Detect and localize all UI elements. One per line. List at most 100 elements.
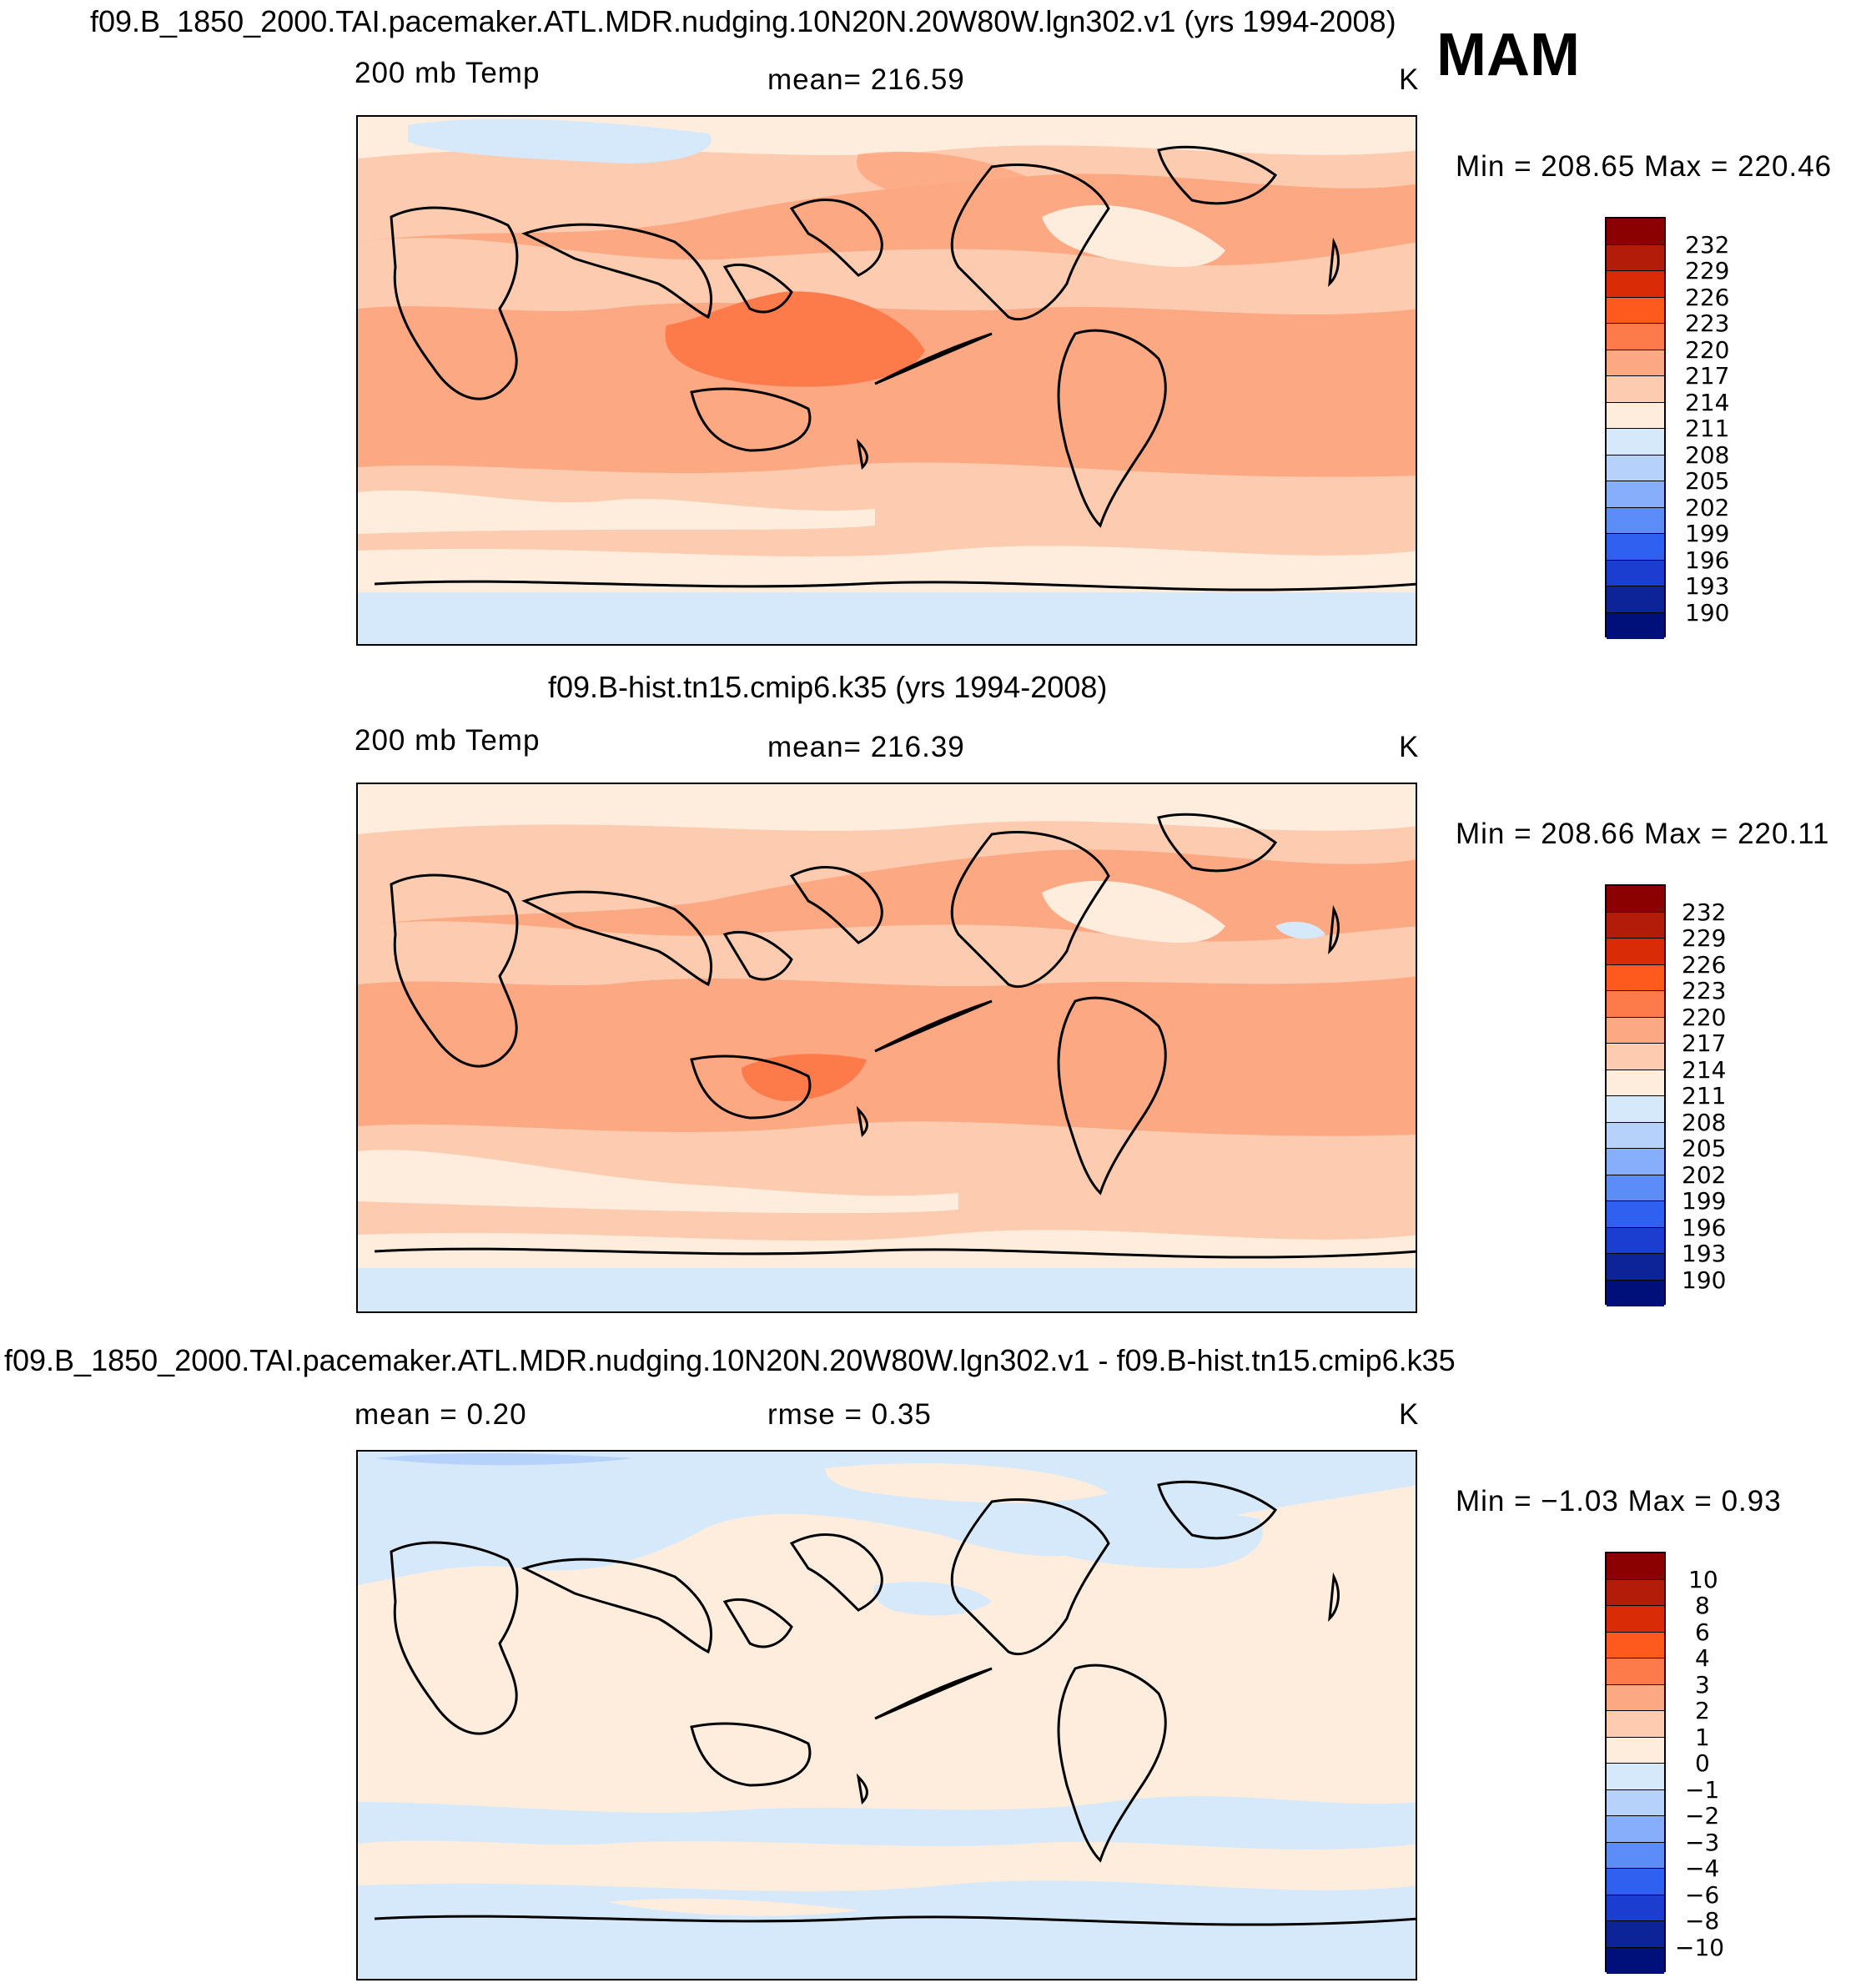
colorbar-tick-label: 199 [1685, 520, 1730, 547]
colorbar-tick-label: 220 [1685, 336, 1730, 364]
panel-1-band-antarctic [358, 592, 1416, 644]
panel-3-colorbar-box [1607, 1816, 1664, 1843]
panel-1-band-smid [358, 490, 875, 534]
panel-2-coastlines [374, 813, 1416, 1259]
panel-1-colorbar-box [1607, 297, 1664, 324]
panel-1-band-ssub [358, 462, 1416, 559]
panel-3-colorbar-box [1607, 1579, 1664, 1606]
colorbar-tick-label: 226 [1685, 284, 1730, 311]
panel-1-title: f09.B_1850_2000.TAI.pacemaker.ATL.MDR.nu… [90, 4, 1396, 38]
panel-3-colorbar-box [1607, 1921, 1664, 1948]
colorbar-tick-label: 223 [1682, 977, 1727, 1004]
colorbar-tick-label: −1 [1685, 1776, 1720, 1804]
panel-2-band-arctic [358, 784, 1416, 834]
panel-2-minmax-label: Min = 208.66 Max = 220.11 [1456, 818, 1830, 850]
panel-1-colorbar-box [1607, 244, 1664, 271]
panel-3-map [356, 1450, 1417, 1980]
panel-1-colorbar-box [1607, 612, 1664, 639]
colorbar-tick-label: 214 [1682, 1056, 1727, 1084]
panel-2-colorbar-box [1607, 991, 1664, 1018]
colorbar-tick-label: −3 [1685, 1829, 1720, 1856]
panel-3-colorbar-box [1607, 1764, 1664, 1790]
panel-1-colorbar-box [1607, 507, 1664, 534]
panel-2-colorbar-box [1607, 1149, 1664, 1175]
panel-2-colorbar-box [1607, 1227, 1664, 1254]
panel-2-units-label: K [1399, 731, 1420, 763]
colorbar-tick-label: 208 [1682, 1109, 1727, 1136]
colorbar-tick-label: 232 [1682, 898, 1727, 926]
colorbar-tick-label: 202 [1685, 494, 1730, 521]
panel-1-arctic-cold-patch [408, 118, 712, 164]
colorbar-tick-label: 205 [1682, 1135, 1727, 1162]
panel-2-band-antarctic [358, 1268, 1416, 1311]
colorbar-tick-label: −4 [1685, 1855, 1720, 1882]
panel-1-colorbar-box [1607, 402, 1664, 429]
colorbar-tick-label: 211 [1685, 415, 1730, 442]
colorbar-tick-label: 196 [1682, 1214, 1727, 1241]
colorbar-tick-label: 229 [1682, 924, 1727, 952]
panel-2-colorbar-box [1607, 1201, 1664, 1228]
panel-2-colorbar-box [1607, 886, 1664, 913]
panel-3-warm-south-patch [608, 1898, 858, 1916]
panel-3-coastlines [374, 1480, 1416, 1926]
colorbar-tick-label: 1 [1695, 1724, 1710, 1751]
panel-1-indian-warm [857, 151, 1042, 204]
panel-1-minmax-label: Min = 208.65 Max = 220.46 [1456, 150, 1833, 183]
panel-1-colorbar-box [1607, 560, 1664, 586]
panel-1-warm-pool [665, 291, 925, 387]
colorbar-tick-label: 205 [1685, 467, 1730, 495]
panel-3-warm-arctic-patch [825, 1463, 1109, 1503]
colorbar-tick-label: 196 [1685, 546, 1730, 574]
panel-3-colorbar-box [1607, 1842, 1664, 1869]
panel-2-band-ssub [358, 1121, 1416, 1243]
colorbar-tick-label: 199 [1682, 1187, 1727, 1215]
panel-2-warm-patch [742, 1054, 867, 1101]
panel-3-colorbar-box [1607, 1606, 1664, 1633]
colorbar-tick-label: 208 [1685, 441, 1730, 469]
panel-2-band-nmid [358, 921, 1416, 987]
panel-2-colorbar-box [1607, 1096, 1664, 1123]
colorbar-tick-label: −2 [1685, 1802, 1720, 1829]
panel-1-colorbar-box [1607, 455, 1664, 481]
season-label: MAM [1436, 22, 1580, 88]
panel-1-map [356, 115, 1417, 646]
panel-1-colorbar-box [1607, 429, 1664, 455]
colorbar-tick-label: 214 [1685, 389, 1730, 416]
panel-3-colorbar-box [1607, 1711, 1664, 1738]
panel-3-cold-south-band [358, 1795, 1416, 1850]
panel-3-colorbar-box [1607, 1869, 1664, 1895]
panel-3-title: f09.B_1850_2000.TAI.pacemaker.ATL.MDR.nu… [4, 1343, 1456, 1377]
panel-3-colorbar-box [1607, 1895, 1664, 1921]
colorbar-tick-label: 3 [1695, 1671, 1710, 1699]
colorbar-tick-label: 0 [1695, 1749, 1710, 1777]
panel-2-colorbar-box [1607, 1070, 1664, 1096]
colorbar-tick-label: 229 [1685, 257, 1730, 284]
colorbar-tick-label: 217 [1682, 1029, 1727, 1057]
colorbar-tick-label: 6 [1695, 1618, 1710, 1646]
panel-2-band-south [358, 1230, 1416, 1276]
colorbar-tick-label: 193 [1682, 1240, 1727, 1267]
panel-2-colorbar-box [1607, 1044, 1664, 1070]
panel-1-mean-label: mean= 216.59 [767, 63, 965, 96]
panel-3-colorbar [1605, 1552, 1666, 1974]
panel-2-colorbar-box [1607, 964, 1664, 991]
panel-3-colorbar-box [1607, 1684, 1664, 1711]
panel-3-units-label: K [1399, 1398, 1420, 1431]
panel-1-colorbar-box [1607, 586, 1664, 613]
colorbar-tick-label: 10 [1688, 1566, 1718, 1593]
colorbar-tick-label: −8 [1685, 1907, 1720, 1935]
colorbar-tick-label: 202 [1682, 1161, 1727, 1189]
panel-2-colorbar-box [1607, 1122, 1664, 1149]
panel-1-units-label: K [1399, 63, 1420, 96]
panel-1-colorbar-box [1607, 324, 1664, 350]
panel-2-variable-label: 200 mb Temp [355, 724, 541, 757]
panel-1-band-nmid [358, 238, 1416, 315]
panel-3-colorbar-box [1607, 1658, 1664, 1685]
colorbar-tick-label: 193 [1685, 572, 1730, 600]
panel-1-colorbar-box [1607, 534, 1664, 561]
panel-2-colorbar-box [1607, 1175, 1664, 1201]
colorbar-tick-label: −6 [1685, 1881, 1720, 1909]
panel-2-colorbar-box [1607, 1254, 1664, 1281]
colorbar-tick-label: 4 [1695, 1644, 1710, 1672]
panel-2-title: f09.B-hist.tn15.cmip6.k35 (yrs 1994-2008… [548, 670, 1108, 704]
